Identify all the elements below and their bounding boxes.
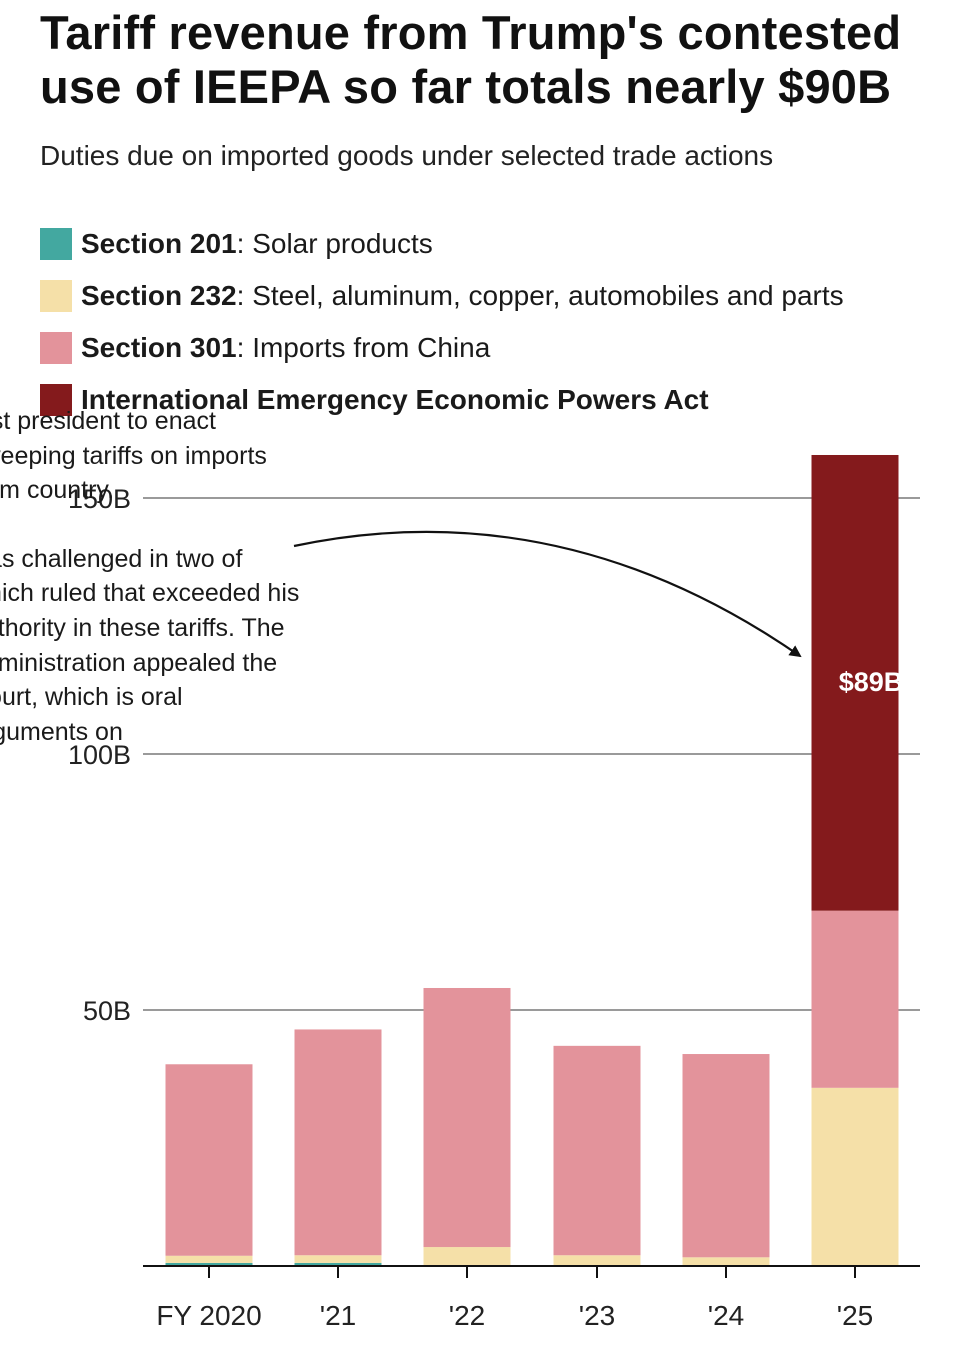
- annotation-text: first president to enact sweeping tariff…: [0, 404, 300, 783]
- chart-subtitle: Duties due on imported goods under selec…: [40, 140, 774, 171]
- legend-item-section-301: Section 301: Imports from China: [40, 322, 844, 374]
- x-tick-label: '21: [320, 1300, 357, 1331]
- x-tick-label: FY 2020: [156, 1300, 261, 1331]
- data-labels: $89B: [839, 667, 904, 697]
- legend-item-section-232: Section 232: Steel, aluminum, copper, au…: [40, 270, 844, 322]
- bar-segment-sec232: [165, 1255, 253, 1263]
- legend-swatch-section-201: [40, 228, 72, 260]
- x-tick-label: '25: [837, 1300, 874, 1331]
- legend-item-ieepa: International Emergency Economic Powers …: [40, 374, 844, 426]
- legend-desc-section-301: : Imports from China: [236, 332, 491, 363]
- gridlines: 50B 100B 150B: [68, 484, 920, 1026]
- bar-segment-sec301: [165, 1064, 253, 1256]
- x-tick-label: '24: [708, 1300, 745, 1331]
- bar-segment-sec232: [294, 1255, 382, 1263]
- x-axis: FY 2020 '21 '22 '23 '24 '25: [143, 1265, 920, 1331]
- legend-label-section-301: Section 301: [81, 332, 237, 363]
- bar-segment-sec301: [811, 910, 899, 1088]
- legend-swatch-section-301: [40, 332, 72, 364]
- y-tick-label: 100B: [68, 740, 131, 770]
- bar-stack-0: [165, 1064, 253, 1266]
- bar-stack-2: [423, 987, 511, 1266]
- legend-label-ieepa: International Emergency Economic Powers …: [81, 384, 709, 415]
- annotation-paragraph-1: first president to enact sweeping tariff…: [0, 407, 267, 505]
- bar-segment-sec301: [294, 1029, 382, 1256]
- bar-segment-sec232: [553, 1255, 641, 1266]
- x-tick-label: '23: [579, 1300, 616, 1331]
- y-tick-label: 150B: [68, 484, 131, 514]
- legend-label-section-201: Section 201: [81, 228, 237, 259]
- legend-swatch-ieepa: [40, 384, 72, 416]
- bar-segment-sec301: [553, 1045, 641, 1256]
- bar-segment-sec232: [811, 1087, 899, 1266]
- legend: Section 201: Solar products Section 232:…: [40, 218, 844, 426]
- bar-segment-sec301: [682, 1054, 770, 1258]
- bar-segment-sec232: [423, 1247, 511, 1265]
- legend-label-section-232: Section 232: [81, 280, 237, 311]
- annotation-paragraph-2: was challenged in two of which ruled tha…: [0, 544, 300, 746]
- bar-stack-4: [682, 1054, 770, 1266]
- bar-segment-sec201: [165, 1262, 253, 1266]
- bar-stack-3: [553, 1045, 641, 1266]
- chart-title: Tariff revenue from Trump's contested us…: [40, 6, 902, 113]
- y-tick-label: 50B: [83, 996, 131, 1026]
- bars: [165, 454, 899, 1266]
- bar-segment-sec301: [423, 987, 511, 1248]
- bar-stack-1: [294, 1029, 382, 1266]
- bar-stack-5: [811, 454, 899, 1266]
- legend-item-section-201: Section 201: Solar products: [40, 218, 844, 270]
- bar-segment-sec201: [294, 1262, 382, 1266]
- x-tick-label: '22: [449, 1300, 486, 1331]
- bar-segment-ieepa: [811, 454, 899, 911]
- bar-segment-sec232: [682, 1257, 770, 1266]
- legend-swatch-section-232: [40, 280, 72, 312]
- annotation-arrow: [293, 530, 802, 658]
- legend-desc-section-201: : Solar products: [236, 228, 433, 259]
- legend-desc-section-232: : Steel, aluminum, copper, automobiles a…: [236, 280, 844, 311]
- data-label: $89B: [839, 667, 904, 697]
